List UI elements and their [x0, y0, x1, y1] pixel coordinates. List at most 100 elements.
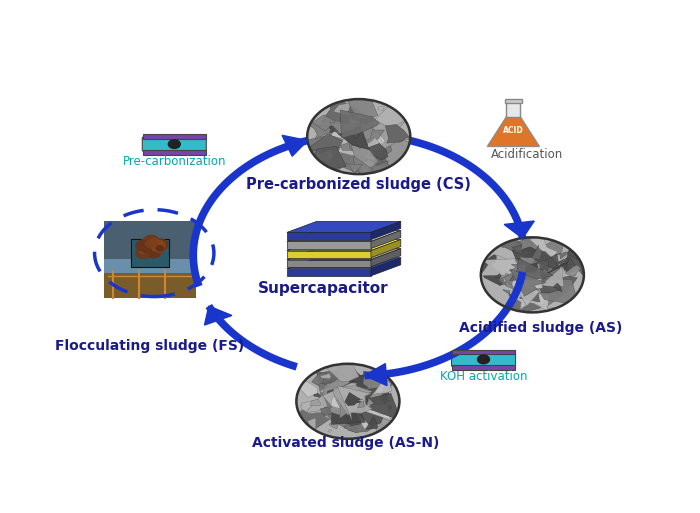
Polygon shape [378, 106, 384, 110]
Polygon shape [355, 139, 364, 144]
Polygon shape [337, 125, 370, 150]
Circle shape [143, 243, 153, 250]
Circle shape [139, 240, 148, 246]
Polygon shape [321, 407, 337, 416]
Polygon shape [496, 273, 501, 278]
Polygon shape [320, 373, 331, 379]
Polygon shape [298, 403, 337, 434]
Polygon shape [511, 274, 522, 287]
Polygon shape [349, 376, 383, 405]
Polygon shape [320, 377, 363, 404]
Polygon shape [364, 127, 388, 146]
Polygon shape [499, 264, 542, 295]
Polygon shape [349, 135, 382, 144]
Polygon shape [349, 113, 356, 120]
Polygon shape [356, 411, 372, 429]
Polygon shape [519, 235, 564, 262]
Polygon shape [354, 156, 374, 174]
Polygon shape [542, 260, 575, 283]
Polygon shape [534, 272, 556, 296]
Polygon shape [315, 136, 341, 148]
Text: Pre-carbonized sludge (CS): Pre-carbonized sludge (CS) [246, 176, 471, 191]
Polygon shape [341, 125, 348, 128]
Polygon shape [356, 396, 365, 405]
Circle shape [296, 364, 400, 439]
Polygon shape [322, 148, 340, 163]
Polygon shape [546, 275, 578, 288]
Polygon shape [312, 115, 335, 131]
Polygon shape [371, 258, 401, 276]
Polygon shape [326, 367, 358, 399]
Polygon shape [356, 137, 382, 155]
Polygon shape [355, 133, 369, 144]
Polygon shape [298, 381, 317, 398]
Polygon shape [368, 131, 381, 141]
Polygon shape [364, 147, 384, 158]
Text: KOH activation: KOH activation [440, 370, 527, 383]
Text: ACID: ACID [503, 126, 524, 135]
Circle shape [153, 251, 160, 256]
Polygon shape [552, 259, 561, 270]
Circle shape [139, 248, 148, 254]
Polygon shape [346, 127, 360, 134]
Polygon shape [344, 394, 386, 426]
Circle shape [477, 355, 489, 364]
FancyBboxPatch shape [505, 100, 522, 103]
Polygon shape [337, 386, 372, 420]
Polygon shape [287, 258, 401, 269]
Circle shape [146, 248, 160, 258]
Circle shape [148, 244, 157, 250]
Polygon shape [329, 128, 351, 145]
Circle shape [150, 247, 158, 252]
Polygon shape [347, 399, 363, 404]
Polygon shape [522, 256, 544, 270]
Polygon shape [340, 110, 379, 138]
Polygon shape [358, 406, 366, 411]
Polygon shape [554, 283, 562, 292]
Polygon shape [385, 125, 411, 143]
Polygon shape [564, 243, 586, 273]
Polygon shape [365, 364, 387, 386]
Polygon shape [346, 98, 378, 120]
Circle shape [146, 238, 158, 246]
Polygon shape [368, 161, 388, 174]
Polygon shape [534, 251, 557, 269]
Polygon shape [332, 136, 347, 161]
Polygon shape [351, 107, 357, 109]
Polygon shape [287, 242, 371, 249]
Polygon shape [287, 232, 371, 240]
Polygon shape [367, 393, 386, 415]
Polygon shape [287, 249, 401, 260]
Polygon shape [307, 394, 328, 412]
Polygon shape [340, 382, 367, 397]
FancyBboxPatch shape [506, 101, 520, 117]
Polygon shape [332, 386, 386, 420]
Polygon shape [356, 376, 393, 412]
Polygon shape [373, 381, 393, 399]
FancyBboxPatch shape [104, 221, 196, 259]
Polygon shape [510, 263, 528, 280]
Circle shape [148, 250, 155, 254]
Polygon shape [329, 128, 379, 159]
Polygon shape [344, 415, 378, 432]
Polygon shape [352, 165, 361, 173]
Text: Activated sludge (AS-N): Activated sludge (AS-N) [251, 436, 439, 450]
Polygon shape [333, 103, 351, 116]
Polygon shape [365, 121, 412, 151]
Polygon shape [345, 145, 350, 150]
Polygon shape [311, 146, 346, 172]
Polygon shape [350, 113, 360, 121]
Polygon shape [491, 255, 524, 285]
Polygon shape [526, 278, 532, 282]
Polygon shape [374, 381, 392, 393]
Polygon shape [302, 144, 351, 177]
Polygon shape [377, 369, 393, 386]
Polygon shape [363, 373, 381, 389]
Polygon shape [330, 380, 364, 409]
Circle shape [144, 236, 158, 246]
Polygon shape [340, 120, 386, 132]
Polygon shape [477, 254, 510, 286]
FancyBboxPatch shape [452, 365, 515, 370]
Text: Pre-carbonization: Pre-carbonization [122, 154, 226, 168]
Polygon shape [322, 141, 366, 166]
